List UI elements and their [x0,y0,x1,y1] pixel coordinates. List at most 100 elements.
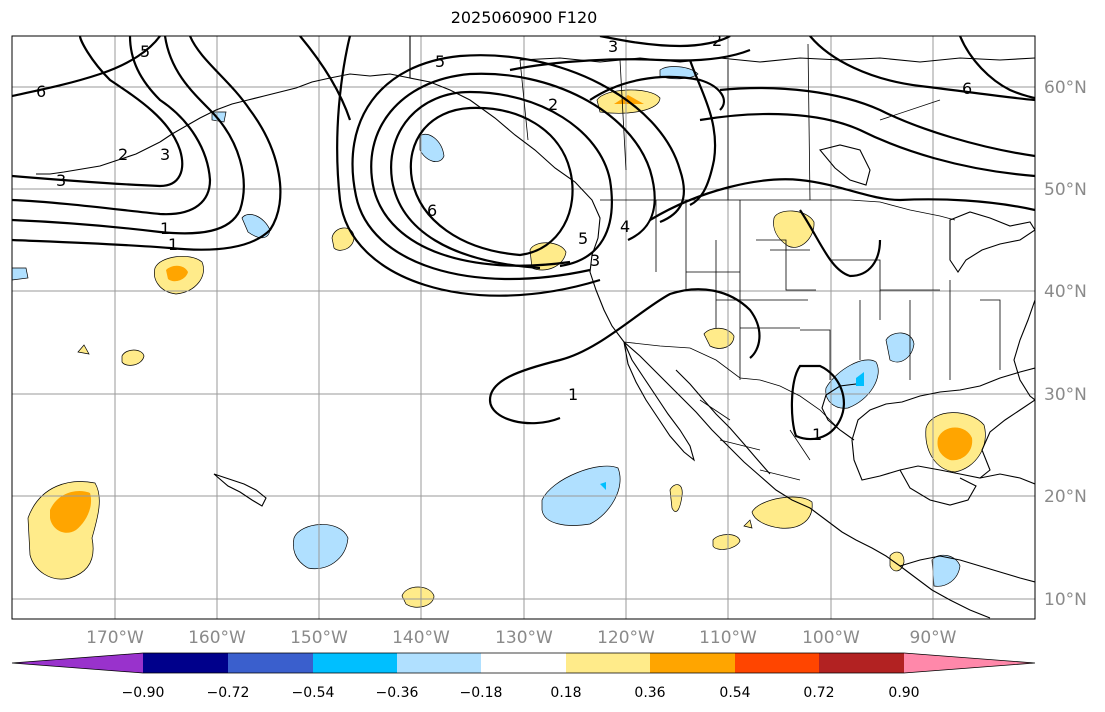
contour-label: 4 [620,217,630,236]
contour-1-mexico [488,288,761,425]
contour-label: 1 [160,219,170,238]
contour-northwest-low [299,36,352,121]
colorbar-segment [819,653,904,673]
contour-label: 5 [578,229,588,248]
contour-2-north [509,48,751,72]
contour-2-west [12,36,245,235]
colorbar-tick-label: −0.72 [207,685,250,701]
lat-label: 30°N [1044,385,1087,405]
fill-yellow [751,496,813,529]
contour-label: 5 [140,42,150,61]
contour-label: 2 [118,145,128,164]
fill-light-blue [293,524,349,570]
contour-label: 6 [962,79,972,98]
contour-5 [390,90,613,270]
lon-label: 170°W [86,628,144,648]
fill-light-blue [931,554,961,587]
fill-orange [937,427,973,461]
fill-blue [856,372,864,386]
longitude-labels: 170°W 160°W 150°W 140°W 130°W 120°W 110°… [86,628,957,648]
fill-blue [600,482,606,490]
lat-label: 60°N [1044,78,1087,98]
contour-east-trough-5 [958,36,1035,100]
fill-orange [50,491,92,533]
contour-label: 3 [56,171,66,190]
contour-lines [12,36,1035,440]
contour-label: 2 [548,95,558,114]
colorbar-segment [481,653,566,673]
lat-label: 40°N [1044,282,1087,302]
alaska-south-coast [159,73,411,143]
great-lakes [949,211,1035,273]
mexico-west-coast [675,369,771,475]
colorbar-tick-labels: −0.90 −0.72 −0.54 −0.36 −0.18 0.18 0.36 … [122,685,920,701]
us-mexico-border [623,341,841,431]
baja-california [623,341,696,462]
cuba [979,473,1035,485]
gulf-coast [851,367,1035,481]
coastlines [36,36,1035,619]
contour-label: 6 [36,82,46,101]
colorbar-tick-label: −0.36 [376,685,419,701]
contour-label: 1 [168,235,178,254]
gridlines [12,36,1035,619]
fill-yellow [712,534,741,550]
lat-label: 10°N [1044,590,1087,610]
map-area: 6 5 2 3 1 6 5 2 3 6 2 1 5 3 4 1 1 3 [12,31,1035,619]
contour-label: 3 [608,37,618,56]
contour-label: 1 [812,425,822,444]
colorbar-segment [566,653,650,673]
fill-orange [166,265,188,282]
contour-2-ne [589,75,725,111]
contour-label: 6 [427,201,437,220]
colorbar-tick-label: 0.18 [550,685,581,701]
mexico-states [699,399,811,481]
contour-6-high [409,106,574,257]
lon-label: 160°W [188,628,246,648]
colorbar-segment [650,653,735,673]
hudson-bay [819,144,871,186]
lon-label: 150°W [290,628,348,648]
colorbar [11,652,1036,674]
contour-label: 2 [712,31,722,50]
lon-label: 120°W [597,628,655,648]
contour-label: 1 [568,385,578,404]
fill-yellow [743,519,753,529]
contour-3 [351,54,685,281]
hawaii [213,473,267,507]
contour-east-trough-2 [699,112,1035,178]
lon-label: 140°W [392,628,450,648]
colorbar-tick-label: 0.90 [888,685,919,701]
lon-label: 130°W [495,628,553,648]
map-title: 2025060900 F120 [450,8,598,27]
colorbar-segment [12,653,143,673]
central-america [899,555,1035,583]
east-coast [1013,299,1035,401]
colorbar-tick-label: 0.54 [719,685,750,701]
colorbar-segment [735,653,819,673]
fill-yellow [669,484,683,512]
colorbar-segment [313,653,397,673]
yucatan [899,469,977,506]
fill-orange [614,95,644,104]
contour-east-trough-3 [719,86,1035,158]
contour-6-east [809,36,1035,102]
contour-east-trough-1 [649,178,1035,221]
colorbar-tick-label: 0.36 [634,685,665,701]
colorbar-tick-label: −0.90 [122,685,165,701]
contour-5-west [12,36,184,188]
contour-label: 5 [435,52,445,71]
colorbar-segment [228,653,313,673]
colorbar-segment [143,653,228,673]
colorbar-tick-label: 0.72 [803,685,834,701]
anomaly-fills [12,66,986,608]
lon-label: 100°W [802,628,860,648]
fill-light-blue [12,267,29,281]
colorbar-tick-label: −0.18 [460,685,503,701]
colorbar-tick-label: −0.54 [292,685,335,701]
contour-6-west [12,36,161,98]
canada-arctic [519,57,1035,63]
contour-label: 3 [590,251,600,270]
lat-label: 50°N [1044,180,1087,200]
